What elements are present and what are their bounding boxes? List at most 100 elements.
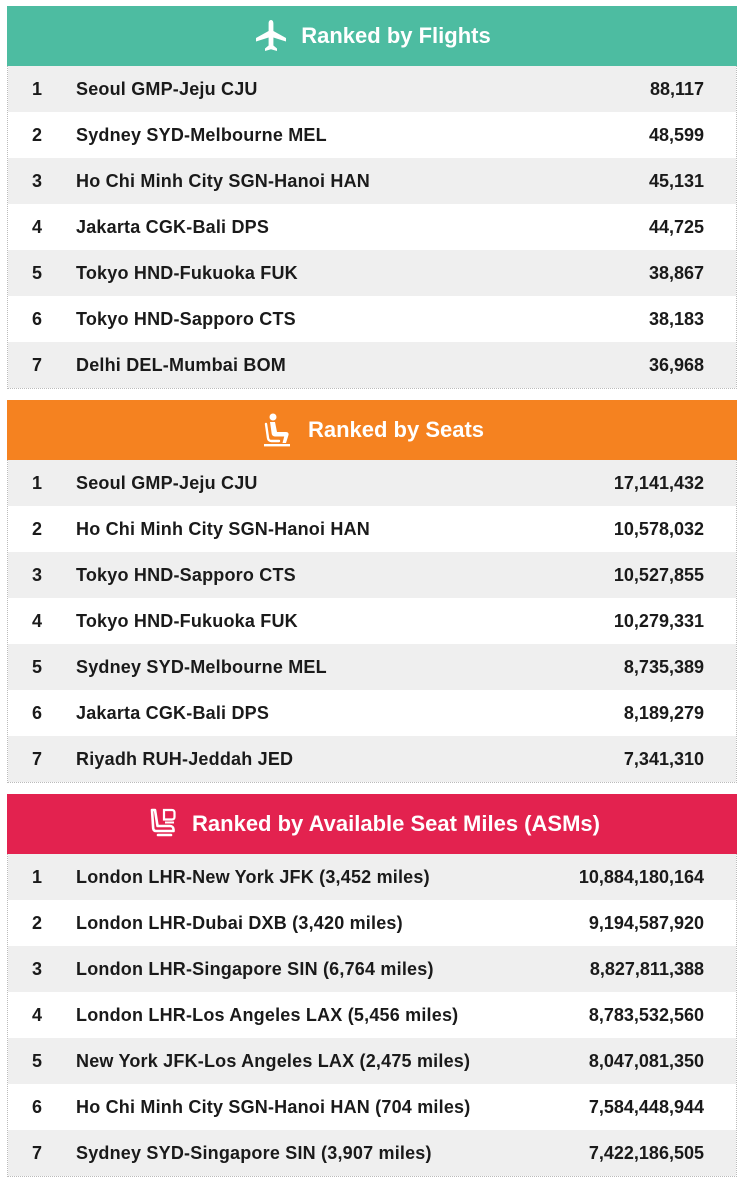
- rank-cell: 5: [32, 262, 43, 283]
- rank-cell: 7: [32, 1142, 43, 1163]
- table-row: 3 Tokyo HND-Sapporo CTS 10,527,855: [8, 552, 736, 598]
- flights-title: Ranked by Flights: [301, 23, 491, 48]
- value-cell: 10,279,331: [613, 610, 704, 631]
- route-cell: Tokyo HND-Fukuoka FUK: [76, 610, 298, 631]
- route-cell: Riyadh RUH-Jeddah JED: [76, 748, 294, 769]
- route-cell: London LHR-Los Angeles LAX (5,456 miles): [76, 1004, 459, 1025]
- value-cell: 7,584,448,944: [588, 1096, 704, 1117]
- value-cell: 7,341,310: [623, 748, 704, 769]
- table-row: 7 Delhi DEL-Mumbai BOM 36,968: [8, 342, 736, 388]
- table-row: 7 Riyadh RUH-Jeddah JED 7,341,310: [8, 736, 736, 782]
- route-cell: Ho Chi Minh City SGN-Hanoi HAN: [76, 518, 370, 539]
- seats-header: Ranked by Seats: [7, 400, 737, 460]
- table-row: 6 Ho Chi Minh City SGN-Hanoi HAN (704 mil…: [8, 1084, 736, 1130]
- value-cell: 88,117: [649, 78, 704, 99]
- flights-header: Ranked by Flights: [7, 6, 737, 66]
- route-cell: Tokyo HND-Sapporo CTS: [76, 564, 296, 585]
- table-row: 4 Tokyo HND-Fukuoka FUK 10,279,331: [8, 598, 736, 644]
- table-row: 6 Tokyo HND-Sapporo CTS 38,183: [8, 296, 736, 342]
- rank-cell: 6: [32, 702, 43, 723]
- asms-section: Ranked by Available Seat Miles (ASMs) 1 L…: [7, 794, 737, 1177]
- value-cell: 8,783,532,560: [588, 1004, 704, 1025]
- route-cell: Tokyo HND-Sapporo CTS: [76, 308, 296, 329]
- route-cell: Seoul GMP-Jeju CJU: [76, 78, 258, 99]
- route-cell: Seoul GMP-Jeju CJU: [76, 472, 258, 493]
- flights-section: Ranked by Flights 1 Seoul GMP-Jeju CJU 88,…: [7, 6, 737, 389]
- value-cell: 48,599: [648, 124, 704, 145]
- route-cell: Delhi DEL-Mumbai BOM: [76, 354, 286, 375]
- rank-cell: 2: [32, 912, 43, 933]
- table-row: 4 Jakarta CGK-Bali DPS 44,725: [8, 204, 736, 250]
- route-cell: Jakarta CGK-Bali DPS: [76, 702, 270, 723]
- table-row: 1 London LHR-New York JFK (3,452 miles) 10…: [8, 854, 736, 900]
- rank-cell: 1: [32, 472, 43, 493]
- value-cell: 45,131: [648, 170, 704, 191]
- table-row: 1 Seoul GMP-Jeju CJU 88,117: [8, 66, 736, 112]
- asms-title: Ranked by Available Seat Miles (ASMs): [192, 811, 600, 836]
- table-row: 5 Tokyo HND-Fukuoka FUK 38,867: [8, 250, 736, 296]
- rank-cell: 5: [32, 656, 43, 677]
- table-row: 1 Seoul GMP-Jeju CJU 17,141,432: [8, 460, 736, 506]
- rank-cell: 6: [32, 308, 43, 329]
- route-cell: New York JFK-Los Angeles LAX (2,475 mile…: [76, 1050, 471, 1071]
- route-cell: London LHR-New York JFK (3,452 miles): [76, 866, 430, 887]
- route-cell: Tokyo HND-Fukuoka FUK: [76, 262, 298, 283]
- rank-cell: 1: [32, 866, 43, 887]
- rank-cell: 3: [32, 958, 43, 979]
- table-row: 3 Ho Chi Minh City SGN-Hanoi HAN 45,131: [8, 158, 736, 204]
- airline-seat-icon: [144, 806, 180, 842]
- table-row: 4 London LHR-Los Angeles LAX (5,456 miles…: [8, 992, 736, 1038]
- airplane-icon: [253, 18, 289, 54]
- value-cell: 8,735,389: [623, 656, 704, 677]
- rank-cell: 6: [32, 1096, 43, 1117]
- value-cell: 38,183: [648, 308, 704, 329]
- value-cell: 36,968: [648, 354, 704, 375]
- flights-table: 1 Seoul GMP-Jeju CJU 88,117 2 Sydney SYD-Me…: [7, 66, 737, 389]
- rank-cell: 1: [32, 78, 43, 99]
- value-cell: 44,725: [648, 216, 704, 237]
- route-cell: London LHR-Singapore SIN (6,764 miles): [76, 958, 434, 979]
- rank-cell: 7: [32, 748, 43, 769]
- route-cell: Jakarta CGK-Bali DPS: [76, 216, 270, 237]
- rank-cell: 3: [32, 170, 43, 191]
- value-cell: 8,047,081,350: [588, 1050, 704, 1071]
- table-row: 5 New York JFK-Los Angeles LAX (2,475 mil…: [8, 1038, 736, 1084]
- value-cell: 8,827,811,388: [589, 958, 704, 979]
- rank-cell: 4: [32, 1004, 43, 1025]
- rank-cell: 4: [32, 216, 43, 237]
- value-cell: 38,867: [648, 262, 704, 283]
- table-row: 7 Sydney SYD-Singapore SIN (3,907 miles) 7…: [8, 1130, 736, 1176]
- value-cell: 10,884,180,164: [578, 866, 704, 887]
- route-cell: Sydney SYD-Singapore SIN (3,907 miles): [76, 1142, 432, 1163]
- table-row: 3 London LHR-Singapore SIN (6,764 miles) 8…: [8, 946, 736, 992]
- value-cell: 9,194,587,920: [588, 912, 704, 933]
- asms-header: Ranked by Available Seat Miles (ASMs): [7, 794, 737, 854]
- seats-title: Ranked by Seats: [307, 417, 485, 442]
- table-row: 2 London LHR-Dubai DXB (3,420 miles) 9,194…: [8, 900, 736, 946]
- rank-cell: 5: [32, 1050, 43, 1071]
- route-cell: London LHR-Dubai DXB (3,420 miles): [76, 912, 403, 933]
- rank-cell: 7: [32, 354, 43, 375]
- value-cell: 8,189,279: [623, 702, 704, 723]
- route-cell: Ho Chi Minh City SGN-Hanoi HAN (704 mile…: [76, 1096, 471, 1117]
- table-row: 2 Sydney SYD-Melbourne MEL 48,599: [8, 112, 736, 158]
- seats-table: 1 Seoul GMP-Jeju CJU 17,141,432 2 Ho Chi Mi…: [7, 460, 737, 783]
- table-row: 6 Jakarta CGK-Bali DPS 8,189,279: [8, 690, 736, 736]
- value-cell: 10,527,855: [613, 564, 704, 585]
- route-cell: Sydney SYD-Melbourne MEL: [76, 656, 327, 677]
- value-cell: 10,578,032: [613, 518, 704, 539]
- route-cell: Ho Chi Minh City SGN-Hanoi HAN: [76, 170, 370, 191]
- value-cell: 17,141,432: [613, 472, 704, 493]
- table-row: 5 Sydney SYD-Melbourne MEL 8,735,389: [8, 644, 736, 690]
- asms-table: 1 London LHR-New York JFK (3,452 miles) 10…: [7, 854, 737, 1177]
- rank-cell: 3: [32, 564, 43, 585]
- seats-section: Ranked by Seats 1 Seoul GMP-Jeju CJU 17,14…: [7, 400, 737, 783]
- table-row: 2 Ho Chi Minh City SGN-Hanoi HAN 10,578,03…: [8, 506, 736, 552]
- rank-cell: 2: [32, 518, 43, 539]
- route-cell: Sydney SYD-Melbourne MEL: [76, 124, 327, 145]
- seated-person-icon: [260, 412, 296, 448]
- rank-cell: 2: [32, 124, 43, 145]
- value-cell: 7,422,186,505: [588, 1142, 704, 1163]
- rank-cell: 4: [32, 610, 43, 631]
